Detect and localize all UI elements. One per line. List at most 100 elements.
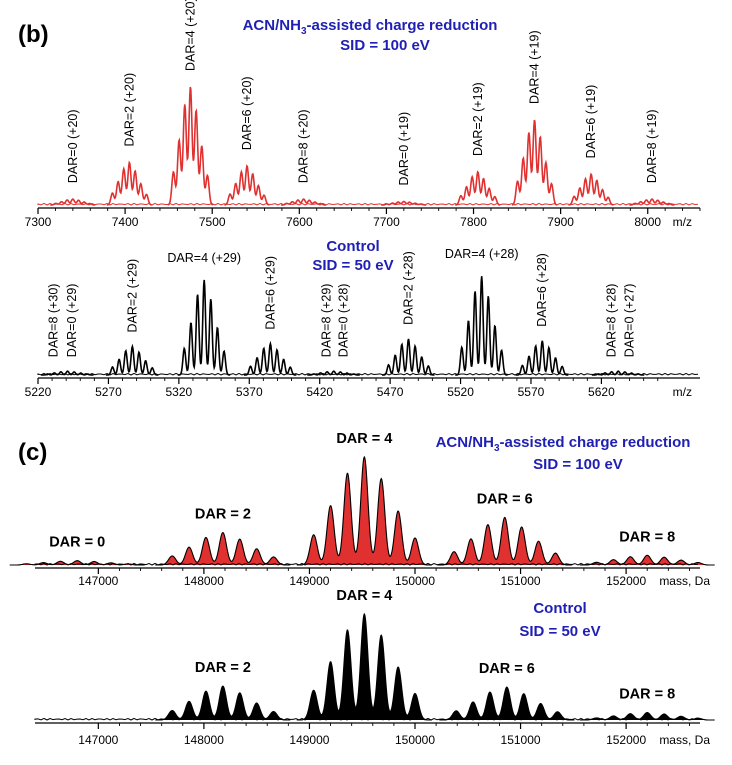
- peak-annotation: DAR=2 (+28): [401, 251, 415, 325]
- x-tick-label: 5270: [95, 385, 122, 399]
- peak-cluster: [41, 370, 94, 376]
- x-tick-label: 5320: [165, 385, 192, 399]
- x-tick-label: 152000: [606, 574, 646, 588]
- peak-annotation: DAR=6 (+28): [535, 253, 549, 327]
- peak-annotation: DAR = 8: [619, 687, 675, 703]
- peak-annotation: DAR = 2: [195, 507, 251, 523]
- peak-cluster: [568, 172, 614, 206]
- x-tick-label: 148000: [184, 574, 224, 588]
- peak-annotation: DAR=6 (+20): [240, 76, 254, 150]
- peak-annotation: DAR=4 (+28): [445, 247, 519, 261]
- peak-annotation: DAR=8 (+19): [645, 109, 659, 183]
- peak-cluster: [224, 164, 270, 206]
- x-axis-unit: mass, Da: [659, 574, 710, 588]
- peak-cluster: [105, 343, 159, 376]
- peak-annotation: DAR=8 (+29): [320, 284, 334, 358]
- b-bottom-title-line2: SID = 50 eV: [312, 257, 393, 274]
- peak-annotation: DAR=0 (+20): [66, 109, 80, 183]
- x-tick-label: 151000: [501, 733, 541, 747]
- peak-cluster: [243, 340, 297, 376]
- x-tick-label: 150000: [395, 574, 435, 588]
- peak-cluster: [579, 712, 715, 721]
- peak-cluster: [455, 276, 508, 376]
- b-top-title-line2: SID = 100 eV: [340, 37, 430, 54]
- peak-cluster: [511, 119, 558, 206]
- spectra-plots: 7300 7400 7500 7600 7700 7800 7900 8000 m/z DAR=0…: [9, 0, 715, 747]
- peak-annotation: DAR=8 (+20): [297, 109, 311, 183]
- b-bottom-title-line1: Control: [326, 238, 379, 255]
- peak-cluster: [296, 612, 432, 721]
- peak-annotation: DAR=4 (+19): [528, 30, 542, 104]
- peak-cluster: [307, 370, 360, 376]
- peak-cluster: [167, 86, 214, 206]
- x-axis-unit: mass, Da: [659, 733, 710, 747]
- plot-c-top: 147000 148000 149000 150000 151000 152000 mass…: [9, 431, 715, 588]
- x-axis-unit: m/z: [673, 215, 692, 229]
- peak-annotation: DAR=4 (+29): [167, 251, 241, 265]
- panel-b-label: (b): [18, 21, 49, 48]
- peak-cluster: [439, 686, 575, 721]
- x-tick-label: 152000: [606, 733, 646, 747]
- peak-annotation: DAR = 2: [195, 660, 251, 676]
- peak-annotation: DAR = 6: [479, 661, 535, 677]
- x-tick-label: 5370: [236, 385, 263, 399]
- peak-cluster: [437, 516, 573, 566]
- x-tick-label: 7500: [199, 215, 226, 229]
- plot-b-bottom: 5220 5270 5320 5370 5420 5470 5520 5570 5620 m/z D…: [25, 247, 700, 399]
- x-tick-label: 5420: [306, 385, 333, 399]
- x-tick-label: 8000: [634, 215, 661, 229]
- peak-cluster: [296, 455, 432, 566]
- peak-cluster: [515, 340, 569, 376]
- x-tick-label: 5620: [588, 385, 615, 399]
- peak-annotation: DAR = 0: [49, 535, 105, 551]
- peak-annotation: DAR=0 (+28): [337, 284, 351, 358]
- c-top-title-line2: SID = 100 eV: [533, 456, 623, 473]
- x-tick-label: 149000: [289, 574, 329, 588]
- plot-c-bottom: 147000 148000 149000 150000 151000 152000 mass…: [34, 588, 715, 747]
- x-tick-label: 148000: [184, 733, 224, 747]
- x-tick-label: 147000: [78, 574, 118, 588]
- peak-annotation: DAR=2 (+19): [471, 82, 485, 156]
- peak-annotation: DAR=2 (+20): [122, 73, 136, 147]
- x-tick-label: 5570: [518, 385, 545, 399]
- peak-cluster: [455, 170, 501, 206]
- x-tick-label: 7700: [373, 215, 400, 229]
- baseline-trace: [34, 717, 699, 721]
- x-axis-unit: m/z: [673, 385, 692, 399]
- peak-cluster: [155, 685, 291, 721]
- peak-cluster: [177, 279, 231, 376]
- baseline-trace: [34, 562, 699, 566]
- peak-annotation: DAR = 4: [336, 431, 392, 447]
- x-tick-label: 151000: [501, 574, 541, 588]
- plot-b-top: 7300 7400 7500 7600 7700 7800 7900 8000 m/z DAR=0…: [25, 0, 701, 229]
- x-tick-label: 7600: [286, 215, 313, 229]
- peak-annotation: DAR=6 (+19): [584, 85, 598, 159]
- x-tick-label: 147000: [78, 733, 118, 747]
- panel-c-label: (c): [18, 439, 47, 466]
- x-tick-label: 5520: [447, 385, 474, 399]
- peak-annotation: DAR=6 (+29): [263, 256, 277, 330]
- peak-annotation: DAR = 6: [477, 491, 533, 507]
- baseline-trace: [37, 202, 699, 206]
- peak-annotation: DAR = 8: [619, 529, 675, 545]
- x-tick-label: 7400: [112, 215, 139, 229]
- c-bottom-title-line2: SID = 50 eV: [519, 623, 600, 640]
- peak-annotation: DAR=0 (+27): [623, 284, 637, 358]
- baseline-trace: [37, 372, 699, 376]
- peak-annotation: DAR=0 (+29): [65, 284, 79, 358]
- b-top-title-line1: ACN/NH3-assisted charge reduction: [243, 17, 498, 37]
- peak-cluster: [155, 531, 291, 566]
- peak-annotation: DAR=2 (+29): [125, 259, 139, 333]
- x-tick-label: 7300: [25, 215, 52, 229]
- x-tick-label: 5470: [377, 385, 404, 399]
- x-tick-label: 149000: [289, 733, 329, 747]
- peak-annotation: DAR=8 (+28): [604, 284, 618, 358]
- c-bottom-title-line1: Control: [533, 600, 586, 617]
- x-tick-label: 7900: [547, 215, 574, 229]
- x-tick-label: 5220: [25, 385, 52, 399]
- peak-annotation: DAR=0 (+19): [397, 112, 411, 186]
- peak-annotation: DAR = 4: [336, 588, 392, 604]
- peak-cluster: [382, 338, 435, 376]
- peak-cluster: [579, 554, 715, 566]
